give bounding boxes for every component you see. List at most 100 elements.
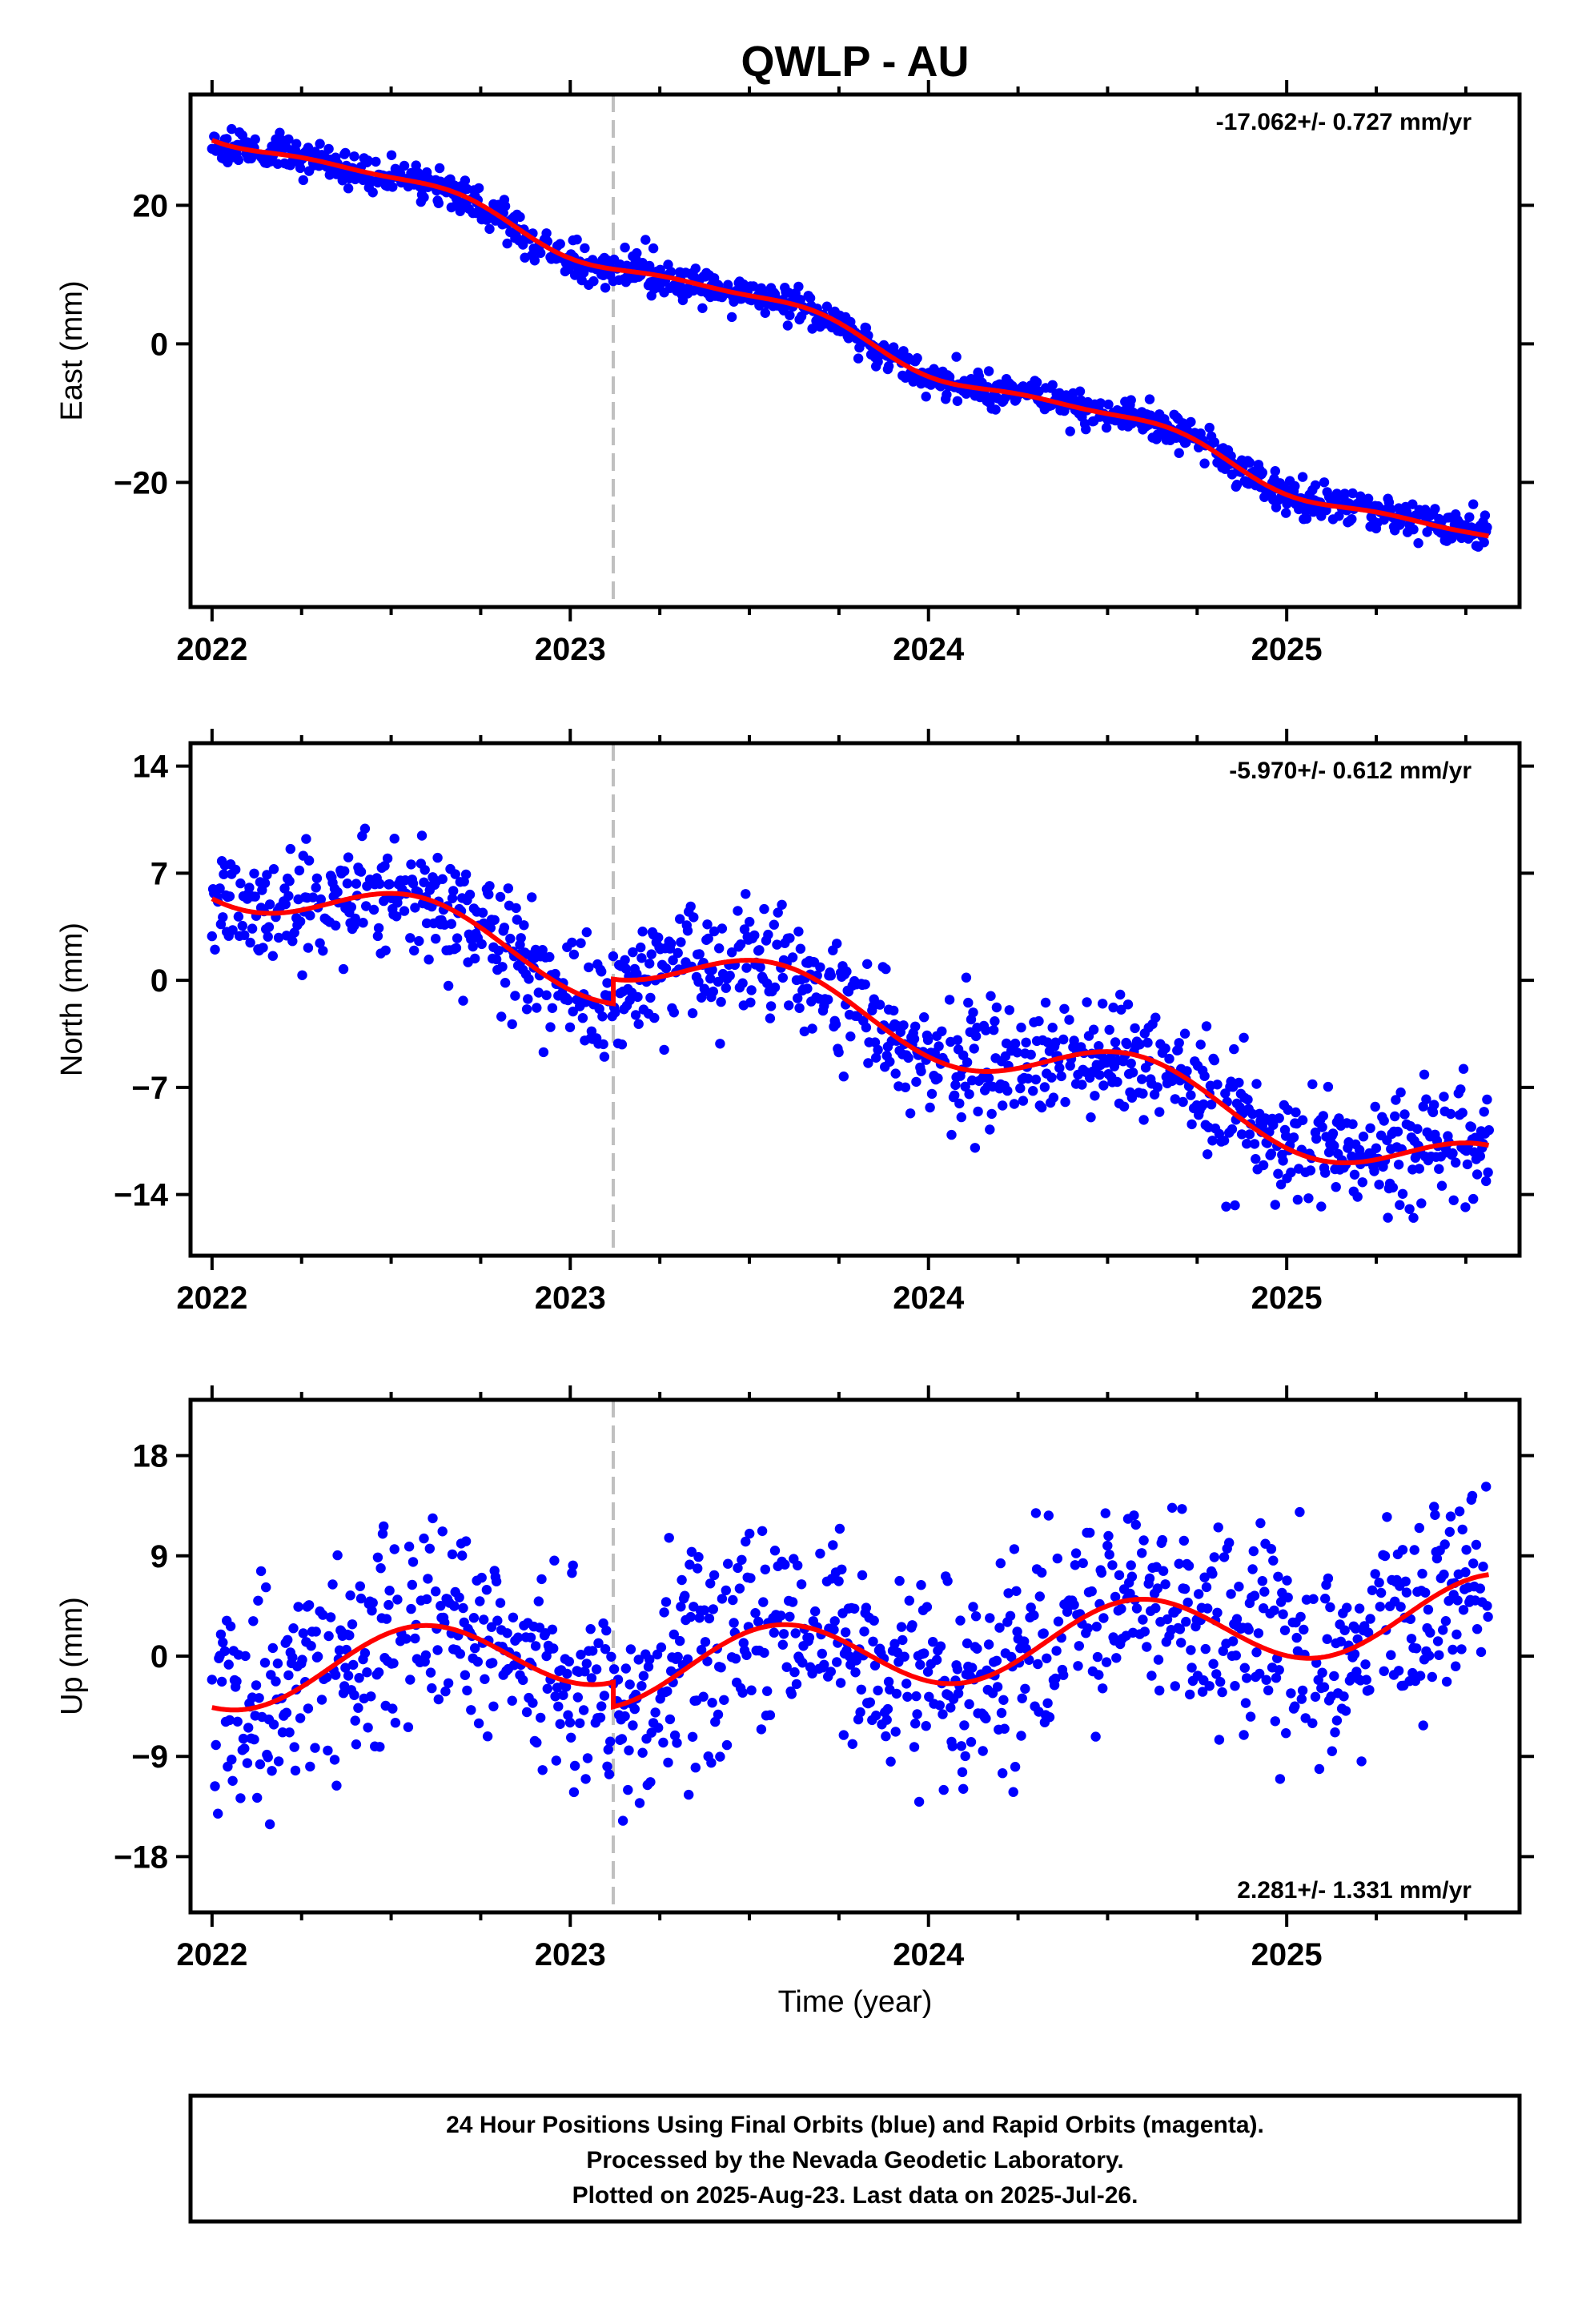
data-point — [1101, 1657, 1112, 1667]
data-point — [1439, 1569, 1449, 1580]
data-point — [953, 1688, 964, 1699]
data-point — [1291, 1107, 1301, 1118]
data-point — [756, 1724, 767, 1735]
data-point — [373, 1667, 384, 1678]
data-point — [662, 1686, 673, 1697]
data-point — [1177, 1504, 1187, 1514]
data-point — [454, 1592, 464, 1602]
data-point — [563, 995, 573, 1006]
data-point — [653, 1723, 664, 1733]
data-point — [472, 1656, 483, 1667]
data-point — [699, 1605, 709, 1615]
data-point — [891, 1688, 902, 1699]
data-point — [1295, 1611, 1306, 1622]
data-point — [581, 1659, 592, 1669]
data-point — [462, 1685, 472, 1696]
data-point — [207, 1675, 217, 1685]
data-point — [928, 1637, 938, 1647]
data-point — [608, 951, 619, 962]
data-point — [1018, 1096, 1029, 1106]
data-point — [1130, 1519, 1142, 1530]
data-point — [303, 1703, 314, 1714]
data-point — [237, 920, 247, 931]
data-point — [470, 1642, 480, 1654]
data-point — [845, 1031, 856, 1042]
data-point — [834, 1523, 845, 1534]
data-point — [428, 1513, 438, 1524]
data-point — [599, 1691, 610, 1701]
data-point — [593, 1638, 604, 1648]
data-point — [507, 1019, 517, 1030]
data-point — [1307, 1079, 1318, 1090]
data-point — [1214, 1128, 1225, 1140]
data-point — [713, 976, 724, 987]
data-point — [841, 1627, 851, 1638]
data-point — [346, 902, 356, 912]
data-point — [1116, 1603, 1126, 1614]
data-point — [1363, 1627, 1374, 1638]
data-point — [432, 852, 443, 863]
data-point — [745, 1573, 756, 1583]
data-point — [1227, 1636, 1239, 1647]
data-point — [1331, 1182, 1341, 1192]
data-point — [372, 931, 383, 942]
data-point — [658, 1737, 669, 1748]
data-point — [1074, 1641, 1085, 1651]
data-point — [547, 1003, 558, 1014]
data-point — [273, 932, 284, 943]
data-point — [528, 1698, 538, 1708]
data-point — [921, 1721, 931, 1731]
data-point — [856, 1684, 867, 1695]
y-tick-label: −7 — [131, 1071, 168, 1106]
data-point — [603, 1744, 613, 1755]
data-point — [1379, 1666, 1389, 1676]
data-point — [1478, 1562, 1488, 1572]
data-point — [1065, 426, 1075, 436]
data-point — [448, 886, 459, 896]
data-point — [1386, 504, 1396, 515]
data-point — [243, 1723, 254, 1733]
data-point — [715, 1751, 725, 1762]
data-point — [407, 1579, 417, 1590]
data-point — [215, 883, 225, 894]
data-point — [883, 361, 894, 372]
data-point — [349, 151, 359, 162]
data-point — [264, 899, 275, 910]
data-point — [502, 1628, 512, 1638]
data-point — [1472, 1624, 1483, 1634]
data-point — [1444, 1526, 1456, 1538]
data-point — [873, 356, 883, 367]
data-point — [1245, 1711, 1256, 1722]
data-point — [311, 873, 323, 884]
data-point — [726, 312, 737, 323]
data-point — [1273, 1168, 1283, 1179]
data-point — [250, 891, 260, 902]
data-point — [210, 944, 220, 955]
data-point — [781, 1662, 792, 1672]
data-point — [283, 1670, 294, 1681]
data-point — [550, 1691, 560, 1702]
data-point — [780, 1559, 790, 1570]
data-point — [1127, 1068, 1138, 1078]
data-point — [1039, 1082, 1050, 1092]
x-tick-label: 2022 — [176, 632, 247, 667]
data-point — [645, 992, 656, 1003]
data-point — [970, 1031, 982, 1042]
data-point — [785, 933, 795, 943]
data-point — [367, 1606, 377, 1616]
data-point — [510, 991, 520, 1001]
data-point — [729, 1618, 739, 1628]
data-point — [1351, 1667, 1362, 1677]
data-point — [1399, 1109, 1410, 1120]
data-point — [594, 1003, 604, 1015]
data-point — [289, 1742, 299, 1752]
data-point — [624, 1745, 634, 1755]
data-point — [1108, 1002, 1118, 1013]
data-point — [273, 1756, 284, 1767]
data-point — [521, 1707, 532, 1718]
up-panel: −18 −9 0 9 18 2022 2023 2024 2025 Up (mm) 2.281+/-… — [55, 1385, 1534, 1972]
data-point — [1186, 1090, 1196, 1100]
data-point — [357, 830, 367, 842]
data-point — [388, 1658, 399, 1669]
data-point — [1414, 1164, 1425, 1174]
